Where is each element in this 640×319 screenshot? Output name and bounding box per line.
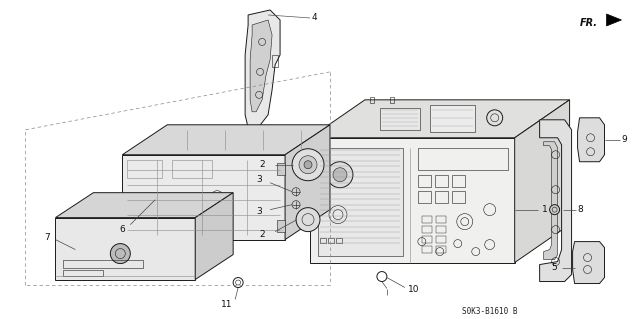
Text: 3: 3 bbox=[257, 175, 262, 184]
Polygon shape bbox=[380, 108, 420, 130]
Circle shape bbox=[110, 244, 131, 263]
Text: 11: 11 bbox=[221, 300, 232, 309]
Circle shape bbox=[333, 168, 347, 182]
Polygon shape bbox=[56, 218, 195, 279]
Polygon shape bbox=[515, 100, 570, 263]
Polygon shape bbox=[245, 10, 280, 128]
Polygon shape bbox=[543, 142, 557, 260]
Text: 8: 8 bbox=[577, 205, 583, 214]
Text: 5: 5 bbox=[551, 263, 557, 272]
Text: 2: 2 bbox=[259, 230, 265, 239]
Circle shape bbox=[299, 156, 317, 174]
Polygon shape bbox=[277, 220, 285, 232]
Circle shape bbox=[296, 208, 320, 232]
Circle shape bbox=[327, 162, 353, 188]
Polygon shape bbox=[122, 155, 285, 240]
Text: 7: 7 bbox=[45, 233, 51, 242]
Polygon shape bbox=[250, 20, 272, 112]
Polygon shape bbox=[430, 105, 475, 132]
Polygon shape bbox=[607, 14, 621, 26]
Text: 1: 1 bbox=[541, 205, 547, 214]
Text: 3: 3 bbox=[257, 207, 262, 216]
Text: FR.: FR. bbox=[580, 18, 598, 28]
Polygon shape bbox=[310, 100, 570, 138]
Polygon shape bbox=[310, 138, 515, 263]
Circle shape bbox=[292, 149, 324, 181]
Circle shape bbox=[550, 205, 559, 215]
Polygon shape bbox=[277, 163, 285, 175]
Polygon shape bbox=[577, 118, 605, 162]
Text: 4: 4 bbox=[312, 13, 317, 22]
Polygon shape bbox=[318, 148, 403, 256]
Polygon shape bbox=[573, 241, 605, 284]
Polygon shape bbox=[122, 125, 330, 155]
Polygon shape bbox=[56, 193, 233, 218]
Polygon shape bbox=[540, 120, 572, 282]
Text: 9: 9 bbox=[621, 135, 627, 144]
Polygon shape bbox=[285, 125, 330, 240]
Polygon shape bbox=[195, 193, 233, 279]
Text: 2: 2 bbox=[259, 160, 265, 169]
Circle shape bbox=[304, 161, 312, 169]
Text: 6: 6 bbox=[120, 225, 125, 234]
Text: S0K3-B1610 B: S0K3-B1610 B bbox=[462, 308, 517, 316]
Text: 10: 10 bbox=[408, 285, 419, 294]
